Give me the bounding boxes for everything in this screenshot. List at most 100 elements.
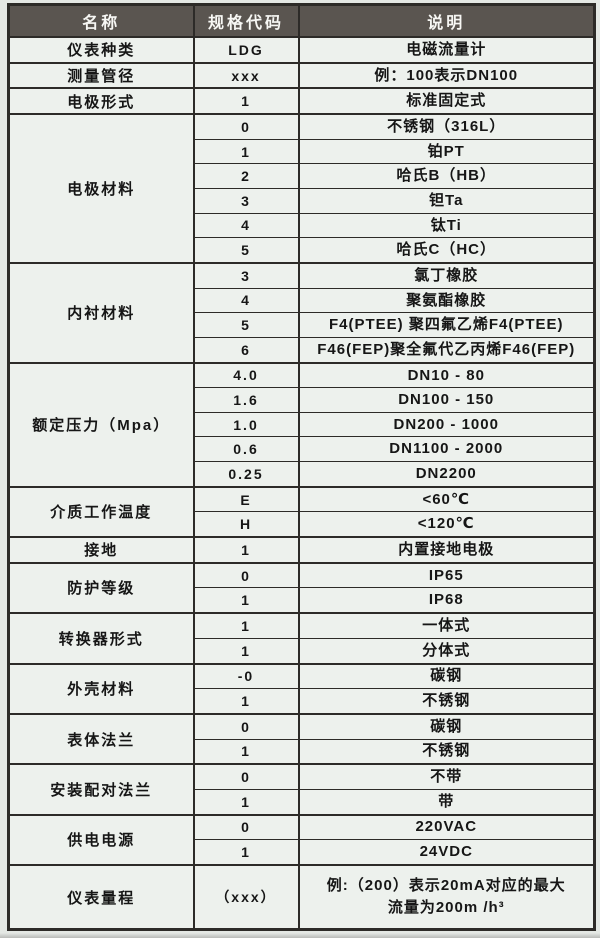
description-cell: <120℃ <box>297 511 596 538</box>
description-cell: 例：100表示DN100 <box>297 61 596 89</box>
table-row: 电极形式 1 标准固定式 <box>7 87 596 115</box>
table-row: 1 不锈钢 <box>9 738 596 765</box>
table-row: 电极材料 0 不锈钢（316L） <box>7 113 596 264</box>
parameter-name-cell: 转换器形式 <box>7 612 195 665</box>
parameter-name-cell: 仪表种类 <box>7 36 195 64</box>
spec-code-cell: -0 <box>192 662 300 690</box>
spec-code-cell: 1 <box>192 87 300 115</box>
spec-code-cell: 3 <box>192 188 300 214</box>
spec-code-cell: 0 <box>192 561 300 589</box>
table-row: 2 哈氏B（HB） <box>9 163 596 190</box>
table-row: 1.6 DN100 - 150 <box>9 387 596 413</box>
spec-code-cell: 2 <box>192 163 300 190</box>
spec-code-cell: 0 <box>192 813 300 841</box>
parameter-name-cell: 安装配对法兰 <box>7 763 195 816</box>
table-row: 安装配对法兰 0 不带 <box>7 763 596 816</box>
parameter-name-cell: 表体法兰 <box>7 712 195 765</box>
table-row: 5 F4(PTEE) 聚四氟乙烯F4(PTEE) <box>9 312 596 338</box>
column-header-description: 说明 <box>297 3 596 38</box>
table-row: 0.25 DN2200 <box>9 461 596 488</box>
table-row: 防护等级 0 IP65 <box>7 561 596 614</box>
spec-code-cell: 1 <box>192 637 300 665</box>
description-cell: 不锈钢（316L） <box>297 113 596 140</box>
table-row: 4 聚氨酯橡胶 <box>9 287 596 314</box>
spec-code-cell: 5 <box>192 312 300 338</box>
description-cell: 内置接地电极 <box>297 536 596 564</box>
table-row: 接地 1 内置接地电极 <box>7 536 596 564</box>
column-header-name: 名称 <box>7 3 195 38</box>
description-cell: 不锈钢 <box>297 738 596 765</box>
spec-code-cell: 1 <box>192 612 300 639</box>
table-row: 3 钽Ta <box>9 188 596 214</box>
description-cell: F46(FEP)聚全氟代乙丙烯F46(FEP) <box>297 336 596 364</box>
table-header-row: 名称 规格代码 说明 <box>7 3 596 38</box>
table-row: 转换器形式 1 一体式 <box>7 612 596 665</box>
spec-code-cell: 4 <box>192 287 300 314</box>
description-cell: <60℃ <box>297 485 596 513</box>
table-row: 供电电源 0 220VAC <box>7 813 596 866</box>
spec-code-cell: 4.0 <box>192 361 300 389</box>
spec-code-cell: 1 <box>192 839 300 866</box>
spec-code-cell: xxx <box>192 61 300 89</box>
spec-code-cell: 1 <box>192 587 300 614</box>
parameter-name-cell: 额定压力（Mpa） <box>7 361 195 488</box>
spec-code-cell: 1 <box>192 788 300 816</box>
description-cell: IP65 <box>297 561 596 589</box>
column-header-code: 规格代码 <box>192 3 300 38</box>
spec-code-cell: 1 <box>192 688 300 715</box>
table-row: 仪表量程 （xxx） 例:（200）表示20mA对应的最大 流量为200m /h³ <box>7 864 596 930</box>
table-row: 6 F46(FEP)聚全氟代乙丙烯F46(FEP) <box>9 336 596 364</box>
table-row: 1 24VDC <box>9 839 596 866</box>
description-cell: 钽Ta <box>297 188 596 214</box>
table-row: 内衬材料 3 氯丁橡胶 <box>7 261 596 364</box>
spec-code-cell: 1 <box>192 138 300 165</box>
description-cell: 碳钢 <box>297 712 596 740</box>
description-cell: 钛Ti <box>297 212 596 239</box>
description-cell: 电磁流量计 <box>297 36 596 64</box>
spec-code-cell: 4 <box>192 212 300 239</box>
spec-code-cell: LDG <box>192 36 300 64</box>
description-cell: 一体式 <box>297 612 596 639</box>
spec-code-cell: E <box>192 485 300 513</box>
table-row: 1.0 DN200 - 1000 <box>9 411 596 438</box>
table-row: 外壳材料 -0 碳钢 <box>7 662 596 715</box>
spec-code-cell: 0 <box>192 712 300 740</box>
spec-code-cell: （xxx） <box>192 864 300 930</box>
description-cell: DN1100 - 2000 <box>297 436 596 463</box>
spec-code-cell: 6 <box>192 336 300 364</box>
parameter-name-cell: 内衬材料 <box>7 261 195 364</box>
description-cell: 分体式 <box>297 637 596 665</box>
description-cell: 氯丁橡胶 <box>297 261 596 289</box>
description-cell: 哈氏B（HB） <box>297 163 596 190</box>
table-row: 0.6 DN1100 - 2000 <box>9 436 596 463</box>
table-row: 5 哈氏C（HC） <box>9 237 596 264</box>
description-cell: DN2200 <box>297 461 596 488</box>
description-cell: 24VDC <box>297 839 596 866</box>
description-cell: 不带 <box>297 763 596 790</box>
description-cell: 哈氏C（HC） <box>297 237 596 264</box>
spec-code-cell: 5 <box>192 237 300 264</box>
spec-code-cell: 1 <box>192 738 300 765</box>
table-row: 表体法兰 0 碳钢 <box>7 712 596 765</box>
description-cell: 例:（200）表示20mA对应的最大 流量为200m /h³ <box>297 864 596 930</box>
spec-code-cell: H <box>192 511 300 538</box>
description-cell: 不锈钢 <box>297 688 596 715</box>
description-cell: 220VAC <box>297 813 596 841</box>
parameter-name-cell: 接地 <box>7 536 195 564</box>
table-row: 4 钛Ti <box>9 212 596 239</box>
description-cell: 聚氨酯橡胶 <box>297 287 596 314</box>
spec-code-cell: 1.6 <box>192 387 300 413</box>
description-cell: 铂PT <box>297 138 596 165</box>
flowmeter-spec-table: 名称 规格代码 说明 仪表种类 LDG 电磁流量计 测量管径 xxx 例：100表示DN1… <box>7 3 596 931</box>
description-cell: DN10 - 80 <box>297 361 596 389</box>
spec-code-cell: 1 <box>192 536 300 564</box>
parameter-name-cell: 防护等级 <box>7 561 195 614</box>
parameter-name-cell: 供电电源 <box>7 813 195 866</box>
description-cell: 带 <box>297 788 596 816</box>
description-cell: 标准固定式 <box>297 87 596 115</box>
parameter-name-cell: 仪表量程 <box>7 864 195 930</box>
table-row: 仪表种类 LDG 电磁流量计 <box>7 36 596 64</box>
description-cell: DN200 - 1000 <box>297 411 596 438</box>
